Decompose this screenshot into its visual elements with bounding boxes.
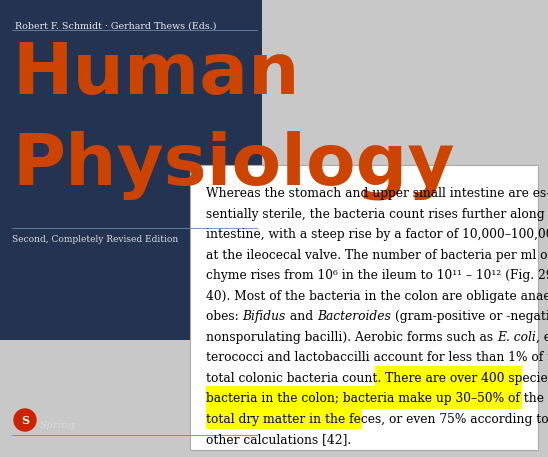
Text: other calculations [42].: other calculations [42]. bbox=[206, 433, 351, 446]
Bar bbox=[190, 165, 538, 450]
Text: Human: Human bbox=[12, 40, 300, 109]
Text: obes:: obes: bbox=[206, 310, 243, 324]
Text: S: S bbox=[21, 414, 29, 425]
Text: sentially sterile, the bacteria count rises further along the: sentially sterile, the bacteria count ri… bbox=[206, 208, 548, 221]
Text: total dry matter in the feces, or even 75% according to: total dry matter in the feces, or even 7… bbox=[206, 413, 548, 426]
Text: bacteria in the colon; bacteria make up 30–50% of the: bacteria in the colon; bacteria make up … bbox=[206, 393, 544, 405]
Bar bbox=[206, 406, 362, 429]
Text: chyme rises from 10⁶ in the ileum to 10¹¹ – 10¹² (Fig. 29-: chyme rises from 10⁶ in the ileum to 10¹… bbox=[206, 269, 548, 282]
Text: E. coli: E. coli bbox=[497, 331, 536, 344]
Text: , en-: , en- bbox=[536, 331, 548, 344]
Text: at the ileocecal valve. The number of bacteria per ml of: at the ileocecal valve. The number of ba… bbox=[206, 249, 548, 262]
Text: Bifidus: Bifidus bbox=[243, 310, 286, 324]
Bar bbox=[0, 0, 262, 340]
Text: total colonic bacteria count. There are over 400 species of: total colonic bacteria count. There are … bbox=[206, 372, 548, 385]
Text: Physiology: Physiology bbox=[12, 130, 454, 200]
Text: nonsporulating bacilli). Aerobic forms such as: nonsporulating bacilli). Aerobic forms s… bbox=[206, 331, 497, 344]
Circle shape bbox=[14, 409, 36, 431]
Text: and: and bbox=[286, 310, 317, 324]
Bar bbox=[206, 386, 522, 409]
Text: Whereas the stomach and upper small intestine are es-: Whereas the stomach and upper small inte… bbox=[206, 187, 548, 200]
Text: 40). Most of the bacteria in the colon are obligate anaer-: 40). Most of the bacteria in the colon a… bbox=[206, 290, 548, 303]
Text: Spring: Spring bbox=[40, 420, 76, 430]
Text: intestine, with a steep rise by a factor of 10,000–100,000: intestine, with a steep rise by a factor… bbox=[206, 228, 548, 241]
Text: terococci and lactobaccilli account for less than 1% of the: terococci and lactobaccilli account for … bbox=[206, 351, 548, 364]
Text: Robert F. Schmidt · Gerhard Thews (Eds.): Robert F. Schmidt · Gerhard Thews (Eds.) bbox=[15, 22, 216, 31]
Text: Bacteroides: Bacteroides bbox=[317, 310, 391, 324]
Bar bbox=[375, 366, 522, 388]
Text: (gram-positive or -negative,: (gram-positive or -negative, bbox=[391, 310, 548, 324]
Text: Second, Completely Revised Edition: Second, Completely Revised Edition bbox=[12, 235, 178, 244]
